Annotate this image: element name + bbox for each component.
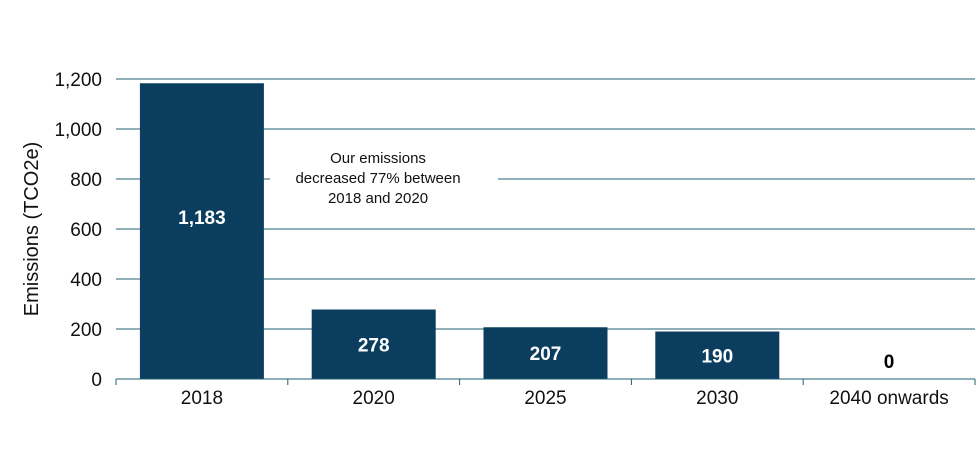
y-tick-label: 400	[70, 270, 102, 291]
x-category-label: 2025	[524, 388, 566, 409]
bar-value-label: 1,183	[178, 208, 226, 229]
annotation-line-2: decreased 77% between	[295, 170, 460, 187]
bar-value-label: 207	[530, 344, 562, 365]
annotation-line-3: 2018 and 2020	[328, 190, 428, 207]
y-tick-label: 600	[70, 220, 102, 241]
x-category-label: 2018	[181, 388, 223, 409]
bar	[655, 331, 780, 379]
annotation-background	[270, 142, 498, 212]
y-tick-label: 200	[70, 320, 102, 341]
x-axis	[115, 378, 976, 385]
bar	[483, 327, 608, 379]
annotation: Our emissions decreased 77% between 2018…	[270, 142, 498, 212]
bars	[139, 83, 780, 379]
y-tick-label: 0	[91, 370, 102, 391]
x-category-label: 2040 onwards	[829, 388, 948, 409]
annotation-line-1: Our emissions	[330, 150, 426, 167]
bar-value-labels: 1,183 278 207 190 0	[178, 208, 894, 373]
y-tick-label: 1,000	[54, 120, 102, 141]
x-axis-categories: 2018 2020 2025 2030 2040 onwards	[181, 388, 949, 409]
y-tick-label: 800	[70, 170, 102, 191]
y-axis-ticks: 0 200 400 600 800 1,000 1,200	[54, 70, 102, 391]
x-category-label: 2030	[696, 388, 738, 409]
bar-value-label: 278	[358, 335, 390, 356]
y-tick-label: 1,200	[54, 70, 102, 91]
x-category-label: 2020	[353, 388, 395, 409]
y-axis-title: Emissions (TCO2e)	[21, 142, 43, 316]
bar	[311, 309, 436, 379]
bar-value-label: 0	[884, 352, 895, 373]
bar	[139, 83, 264, 379]
bar-value-label: 190	[701, 346, 733, 367]
